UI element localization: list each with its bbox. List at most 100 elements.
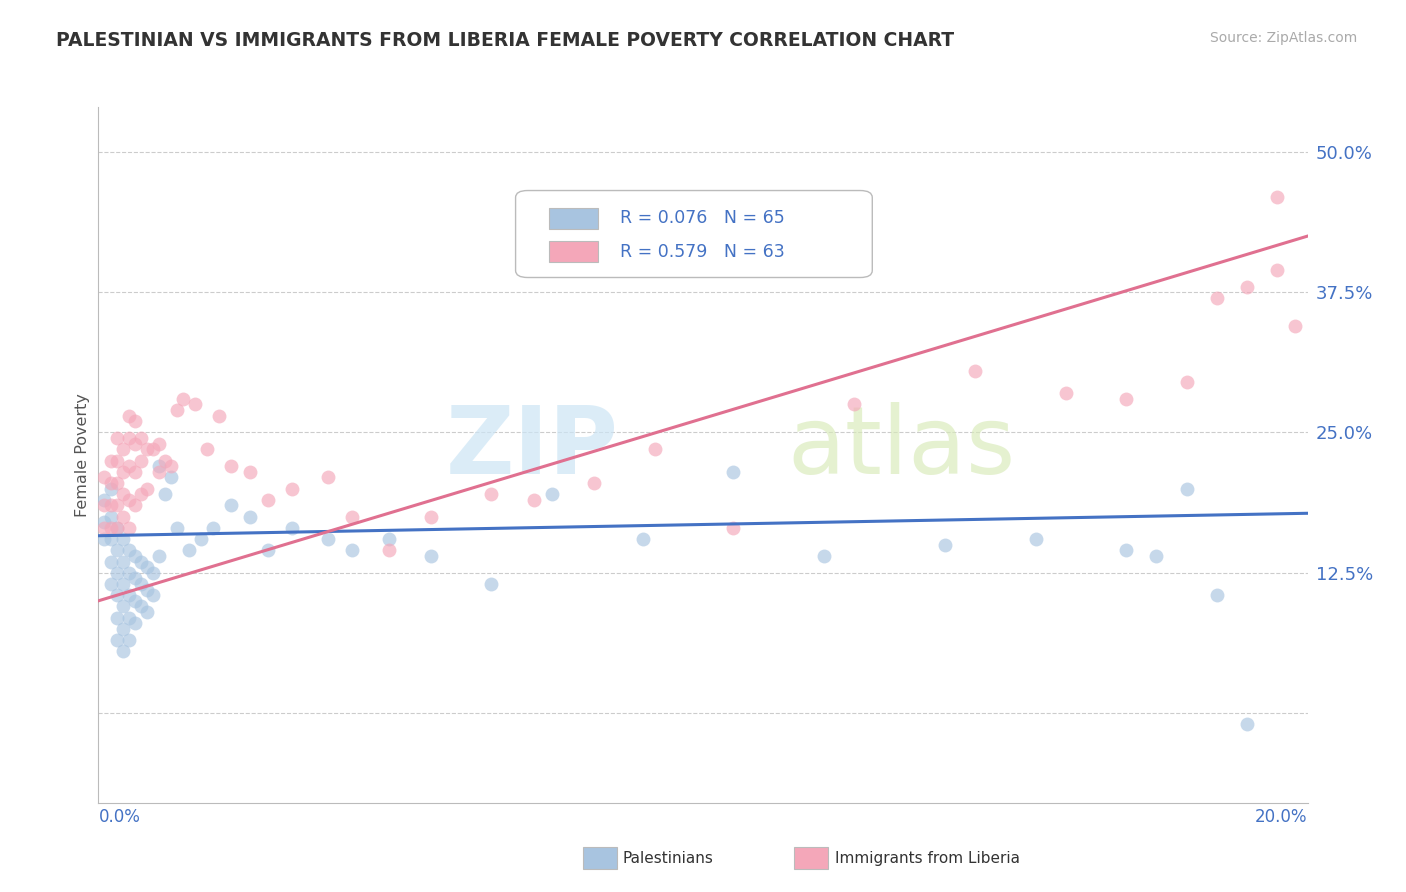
Point [105,431,128,445]
Point [190,532,212,546]
Point [111,555,134,569]
Point [160,459,183,474]
Point [105,521,128,535]
Point [644,442,666,457]
Point [1115,392,1137,406]
Point [256,543,278,558]
Point [153,453,176,467]
Point [118,492,141,507]
Point [1265,190,1288,204]
Point [1265,262,1288,277]
Text: Palestinians: Palestinians [623,851,714,865]
Point [118,521,141,535]
Text: ZIP: ZIP [446,402,619,494]
Point [184,397,207,411]
Point [93,492,115,507]
Point [111,487,134,501]
Point [142,588,165,602]
Point [481,577,503,591]
Point [1284,318,1306,333]
Point [721,465,744,479]
Point [118,610,141,624]
Point [105,543,128,558]
Point [1024,532,1046,546]
Point [148,465,170,479]
Point [100,577,122,591]
Point [129,431,152,445]
Point [124,616,146,631]
Point [111,465,134,479]
Point [124,549,146,563]
Point [111,622,134,636]
Point [142,442,165,457]
Point [148,459,170,474]
Text: atlas: atlas [787,402,1017,494]
Point [195,442,218,457]
FancyBboxPatch shape [550,208,598,229]
FancyBboxPatch shape [550,242,598,262]
Point [93,521,115,535]
Point [100,475,122,490]
Point [111,644,134,658]
Point [419,509,441,524]
Point [124,499,146,513]
Point [239,509,262,524]
Point [118,409,141,423]
Point [177,543,201,558]
Point [813,549,835,563]
Point [256,492,278,507]
Point [844,397,866,411]
Point [540,487,562,501]
Point [142,566,165,580]
Point [135,560,157,574]
Point [221,499,243,513]
Point [166,403,188,417]
Point [105,475,128,490]
Text: 20.0%: 20.0% [1256,808,1308,826]
Point [111,442,134,457]
Point [129,577,152,591]
Point [93,470,115,484]
Point [202,521,225,535]
Point [523,492,546,507]
Point [934,538,956,552]
Point [1236,279,1258,293]
Point [1175,375,1198,389]
Point [111,509,134,524]
Point [124,571,146,585]
Point [221,459,243,474]
Point [118,566,141,580]
Point [118,459,141,474]
Point [281,521,304,535]
Point [100,509,122,524]
Text: PALESTINIAN VS IMMIGRANTS FROM LIBERIA FEMALE POVERTY CORRELATION CHART: PALESTINIAN VS IMMIGRANTS FROM LIBERIA F… [56,31,955,50]
Point [166,521,188,535]
Point [100,453,122,467]
Point [153,487,176,501]
Point [1206,291,1229,305]
Point [135,605,157,619]
Point [135,582,157,597]
Point [631,532,654,546]
Point [105,610,128,624]
Point [118,431,141,445]
Point [1054,386,1077,401]
Point [721,521,744,535]
Point [129,599,152,614]
Point [93,499,115,513]
Text: R = 0.076   N = 65: R = 0.076 N = 65 [620,210,785,227]
Point [100,482,122,496]
Point [160,470,183,484]
Point [1144,549,1167,563]
Point [148,549,170,563]
Point [124,414,146,428]
Point [111,577,134,591]
Point [172,392,194,406]
Point [316,470,339,484]
Y-axis label: Female Poverty: Female Poverty [75,393,90,516]
Text: 0.0%: 0.0% [98,808,141,826]
Point [208,409,231,423]
Point [124,436,146,450]
Point [105,499,128,513]
Point [342,509,364,524]
